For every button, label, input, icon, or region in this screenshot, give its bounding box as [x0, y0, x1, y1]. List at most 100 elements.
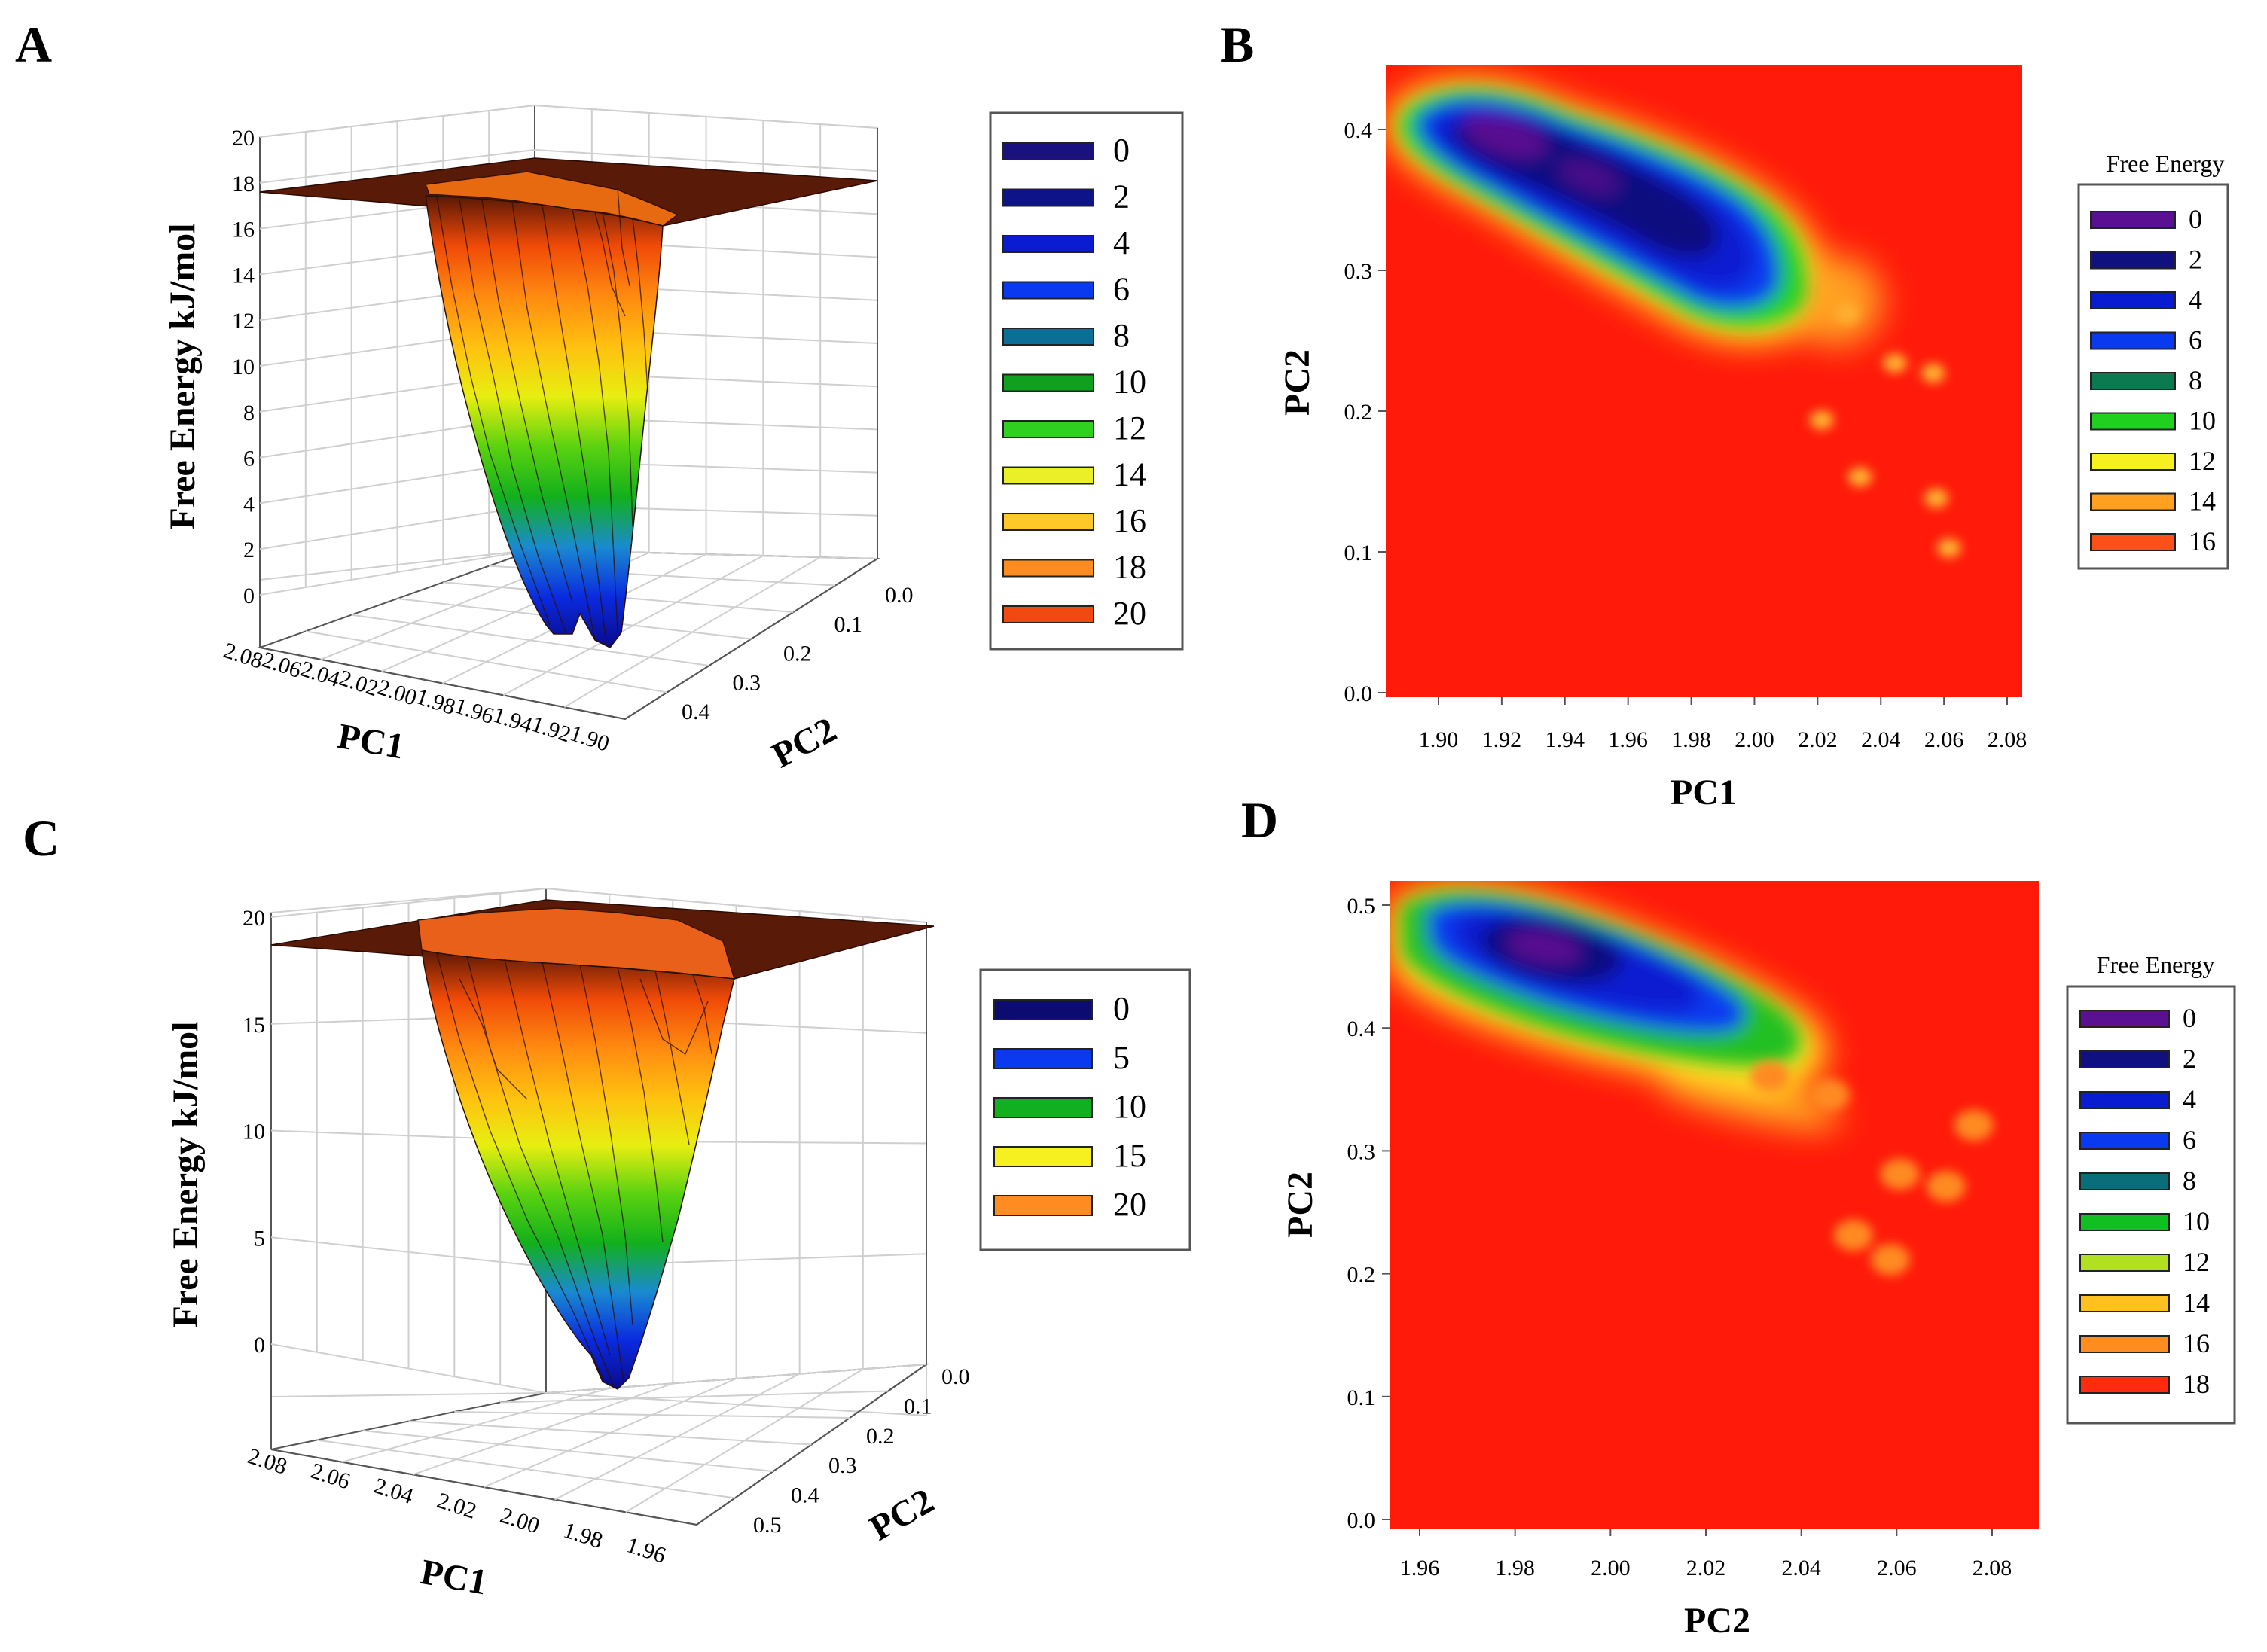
x-tick-label: 2.06	[1877, 1556, 1917, 1580]
legend-label: 0	[1113, 132, 1130, 169]
legend-label: 20	[1113, 595, 1146, 632]
legend-swatch	[1002, 373, 1094, 392]
panel-d-spots	[1750, 1060, 1994, 1276]
energy-spot	[1880, 1158, 1920, 1190]
y-tick-label: 0.4	[1347, 1016, 1376, 1041]
panel-b-spots	[1809, 303, 1961, 558]
energy-spot	[1926, 1170, 1966, 1202]
legend-swatch	[2090, 492, 2176, 511]
legend-swatch	[993, 999, 1093, 1020]
energy-spot	[1750, 1060, 1789, 1093]
z-tick-label: 20	[232, 126, 255, 151]
pc2-tick-label: 0.2	[866, 1424, 895, 1449]
x-tick-label: 1.96	[1400, 1556, 1440, 1580]
legend-label: 0	[2189, 204, 2202, 234]
energy-spot	[1809, 410, 1834, 430]
legend-swatch	[2079, 1335, 2170, 1353]
panel-c-legend: 0 5 10 15 20	[979, 968, 1191, 1251]
y-tick-label: 0.2	[1347, 1263, 1376, 1288]
z-tick-label: 14	[232, 263, 255, 288]
panel-d-heatmap	[1390, 881, 2039, 1529]
panel-label-a: A	[15, 16, 52, 73]
legend-swatch	[2090, 453, 2176, 471]
legend-label: 16	[2189, 526, 2216, 556]
panel-c-z-ticks: 20 15 10 5 0	[243, 906, 265, 1358]
legend-swatch	[2090, 291, 2176, 309]
energy-spot	[1870, 1244, 1910, 1276]
z-tick-label: 10	[243, 1120, 265, 1145]
legend-label: 18	[2183, 1369, 2210, 1399]
legend-swatch	[2090, 372, 2176, 390]
panel-c-mesh-lines	[436, 952, 712, 1388]
legend-label: 20	[1113, 1186, 1146, 1223]
panel-b-legend: 0 2 4 6 8 10 12 14 16	[2077, 183, 2229, 570]
surface-mesh-line	[632, 218, 648, 392]
y-tick-label: 0.1	[1344, 541, 1373, 565]
surface-mesh-line	[579, 964, 633, 1326]
panel-b-y-ticks: 0.0 0.1 0.2 0.3 0.4	[1344, 118, 1386, 706]
y-tick-label: 0.0	[1344, 681, 1373, 706]
x-tick-label: 2.08	[1973, 1556, 2012, 1580]
legend-swatch	[2079, 1172, 2170, 1190]
panel-d-y-label: PC2	[1280, 1172, 1320, 1238]
legend-swatch	[993, 1195, 1093, 1216]
pc1-tick-label: 2.04	[371, 1473, 416, 1509]
energy-spot	[1810, 1079, 1850, 1111]
legend-swatch	[1002, 513, 1094, 531]
y-tick-label: 0.2	[1344, 400, 1373, 425]
legend-label: 10	[2189, 406, 2216, 436]
panel-b-y-label: PC2	[1277, 349, 1317, 416]
pc2-tick-label: 0.1	[904, 1394, 932, 1419]
legend-label: 4	[1113, 224, 1130, 261]
legend-label: 14	[2189, 486, 2216, 517]
surface-mesh-line	[504, 959, 611, 1356]
z-tick-label: 18	[232, 172, 255, 197]
pc2-tick-label: 0.5	[753, 1513, 782, 1538]
legend-swatch	[2079, 1091, 2170, 1109]
y-tick-label: 0.3	[1347, 1139, 1376, 1164]
x-tick-label: 2.06	[1924, 727, 1964, 752]
pc1-tick-label: 2.08	[245, 1443, 290, 1480]
panel-a-legend: 0 2 4 6 8 10 12 14 16 18 20	[989, 111, 1184, 651]
legend-swatch	[2079, 1132, 2170, 1150]
panel-a-pc1-label: PC1	[335, 716, 407, 767]
pc2-tick-label: 0.0	[885, 583, 914, 608]
surface-mesh-line	[542, 962, 624, 1382]
surface-mesh-line	[617, 967, 664, 1243]
pc1-tick-label: 2.02	[434, 1488, 479, 1524]
energy-spot	[1835, 303, 1860, 324]
panel-label-b: B	[1220, 16, 1254, 73]
z-tick-label: 2	[243, 538, 255, 562]
legend-label: 2	[2189, 245, 2202, 275]
panel-a-pc2-ticks: 0.0 0.1 0.2 0.3 0.4	[682, 583, 914, 724]
energy-spot	[1921, 363, 1945, 383]
legend-label: 10	[1113, 364, 1146, 401]
pc2-tick-label: 0.0	[941, 1364, 970, 1389]
pc1-tick-label: 1.90	[567, 721, 612, 757]
legend-swatch	[993, 1048, 1093, 1069]
z-tick-label: 4	[243, 492, 255, 517]
x-tick-label: 1.90	[1419, 727, 1459, 752]
pc1-tick-label: 2.06	[308, 1458, 353, 1495]
x-tick-label: 2.02	[1798, 727, 1838, 752]
panel-a-z-label: Free Energy kJ/mol	[163, 223, 203, 529]
legend-label: 16	[1113, 502, 1146, 539]
surface-mesh-line	[639, 978, 709, 1056]
legend-swatch	[2079, 1254, 2170, 1272]
panel-c-pc1-label: PC1	[418, 1552, 490, 1602]
legend-swatch	[2090, 533, 2176, 551]
energy-spot	[1833, 1219, 1873, 1251]
panel-label-d: D	[1241, 791, 1278, 849]
legend-swatch	[1002, 188, 1094, 207]
panel-a-mesh-lines	[436, 187, 648, 645]
legend-label: 10	[2183, 1206, 2210, 1236]
surface-mesh-line	[594, 212, 626, 317]
z-tick-label: 10	[232, 355, 255, 379]
legend-label: 18	[1113, 549, 1146, 586]
surface-mesh-line	[436, 952, 603, 1379]
legend-swatch	[1002, 281, 1094, 300]
floor-gridline	[500, 1390, 889, 1404]
y-tick-label: 0.1	[1347, 1385, 1376, 1410]
